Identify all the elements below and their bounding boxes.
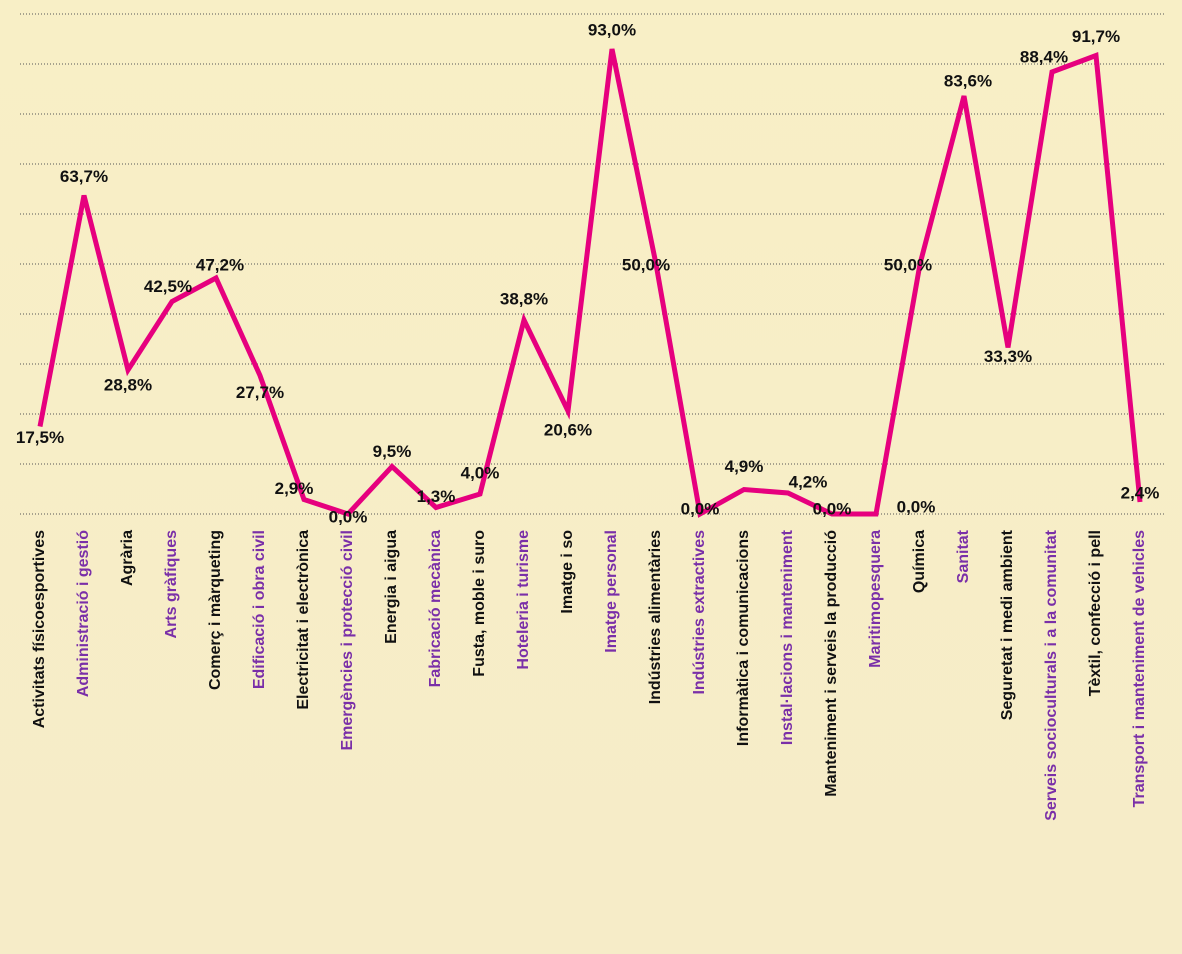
category-label: Transport i manteniment de vehicles [1131, 530, 1148, 808]
value-label: 47,2% [196, 255, 244, 274]
value-label: 91,7% [1072, 27, 1120, 46]
category-label: Maritimopesquera [867, 530, 884, 668]
category-label: Seguretat i medi ambient [999, 529, 1016, 720]
data-line [37, 48, 1143, 518]
category-label: Emergències i protecció civil [339, 530, 356, 751]
value-label: 38,8% [500, 289, 548, 308]
value-label: 0,0% [897, 497, 936, 516]
value-label: 42,5% [144, 277, 192, 296]
value-label: 0,0% [681, 499, 720, 518]
value-label: 63,7% [60, 167, 108, 186]
category-label: Indústries extractives [691, 530, 708, 695]
category-label: Electricitat i electrònica [295, 530, 312, 710]
value-label: 28,8% [104, 375, 152, 394]
category-label: Tèxtil, confecció i pell [1087, 530, 1104, 696]
value-label: 4,0% [461, 463, 500, 482]
category-label: Imatge personal [603, 530, 620, 653]
value-label: 4,2% [789, 472, 828, 491]
value-label: 9,5% [373, 442, 412, 461]
category-label: Hoteleria i turisme [515, 530, 532, 670]
category-label: Informàtica i comunicacions [735, 530, 752, 746]
value-label: 2,4% [1121, 483, 1160, 502]
category-label: Sanitat [955, 529, 972, 583]
category-label: Activitats físicoesportives [31, 530, 48, 728]
category-label: Arts gràfiques [163, 530, 180, 639]
category-label: Imatge i so [559, 530, 576, 614]
value-label: 88,4% [1020, 47, 1068, 66]
value-label: 83,6% [944, 71, 992, 90]
value-label: 0,0% [329, 507, 368, 526]
category-label: Serveis socioculturals i a la comunitat [1043, 529, 1060, 820]
value-label: 20,6% [544, 420, 592, 439]
value-label: 1,3% [417, 487, 456, 506]
category-label: Energia i aigua [383, 530, 400, 644]
category-label: Manteniment i serveis la producció [823, 530, 840, 797]
category-label: Agrària [119, 530, 136, 586]
value-label: 27,7% [236, 383, 284, 402]
category-label: Instal·lacions i manteniment [779, 529, 796, 745]
value-label: 50,0% [884, 255, 932, 274]
value-label: 4,9% [725, 457, 764, 476]
value-label: 2,9% [275, 479, 314, 498]
value-label: 50,0% [622, 255, 670, 274]
category-label: Administració i gestió [75, 530, 92, 697]
value-label: 93,0% [588, 20, 636, 39]
category-label: Fusta, moble i suro [471, 530, 488, 677]
value-label: 33,3% [984, 347, 1032, 366]
category-label: Indústries alimentàries [647, 530, 664, 704]
value-label: 0,0% [813, 499, 852, 518]
category-label: Fabricació mecànica [427, 530, 444, 688]
value-label: 17,5% [16, 428, 64, 447]
category-label: Química [911, 530, 928, 593]
category-label: Edificació i obra civil [251, 530, 268, 689]
category-label: Comerç i màrqueting [207, 530, 224, 690]
